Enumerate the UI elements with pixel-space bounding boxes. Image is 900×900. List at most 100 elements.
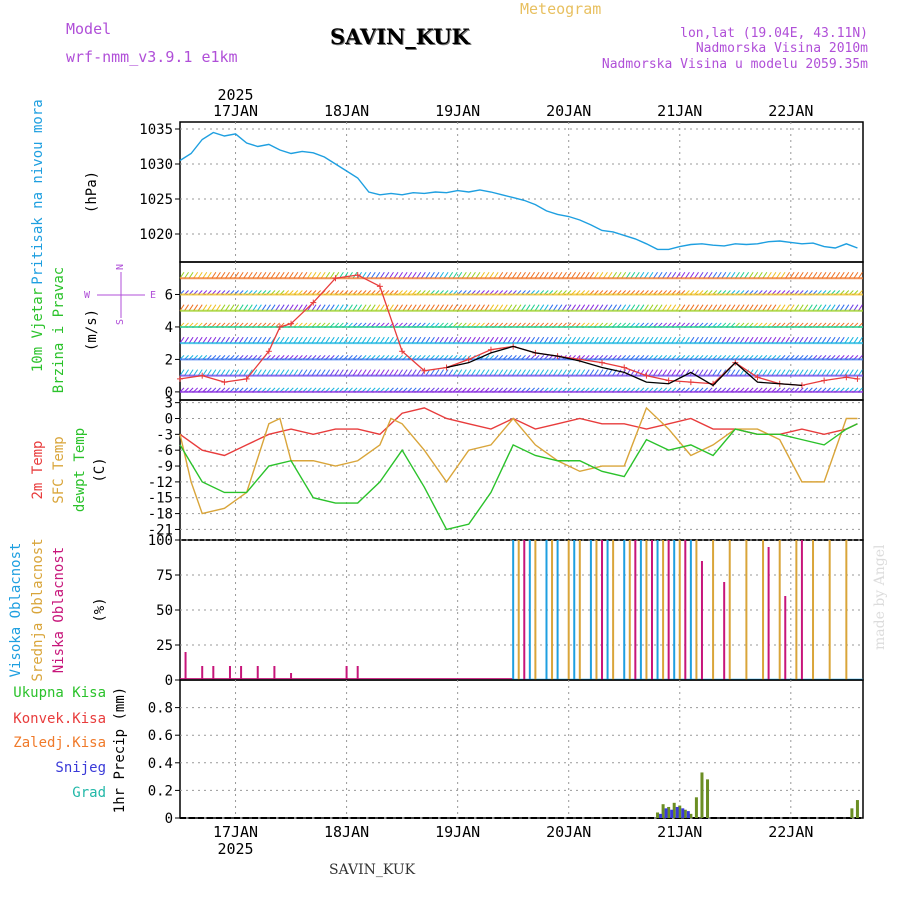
y-tick-label: 25 [156,638,173,654]
y-tick-label: 0 [165,673,173,689]
y-tick-label: 0.8 [148,701,173,717]
y-tick-label: 2 [165,352,173,368]
compass-east: E [150,290,156,301]
precip-bar-ukupna-kisa [855,800,859,818]
y-tick-label: -3 [156,427,173,443]
precip-bar-ukupna-kisa [656,812,660,818]
precip-bar-snijeg [670,809,674,818]
y-tick-label: -15 [148,491,173,507]
footer-station: SAVIN_KUK [329,862,416,878]
wind-y-label: Brzina i Pravac [51,267,67,393]
y-tick-label: 0.2 [148,783,173,799]
pressure-unit-label: (hPa) [84,171,100,213]
bottom-day-label: 21JAN [657,823,702,841]
temp-y-label: (C) [92,457,108,482]
y-tick-label: -6 [156,443,173,459]
series-line-dewpt-temp [179,423,858,531]
precip-y-label: 1hr Precip (mm) [112,687,128,813]
precip-legend-item: Ukupna Kisa [13,685,106,701]
series-line-wind_speed [179,274,858,387]
cloud-y-label: Niska Oblacnost [51,547,67,673]
y-tick-label: 0 [165,811,173,827]
precip-bar-snijeg [686,811,690,818]
bottom-year-label: 2025 [217,840,253,858]
bottom-day-label: 17JAN [213,823,258,841]
cloud-y-label: Srednja Oblacnost [30,538,46,681]
bottom-day-label: 22JAN [768,823,813,841]
wind-y-label: 10m Vjetar [30,288,46,372]
model-label: Model [66,20,112,38]
panel-clouds [175,539,864,681]
y-tick-label: -12 [148,475,173,491]
panel-wind [97,261,864,401]
precip-legend-item: Grad [72,785,106,801]
compass-west: W [84,290,91,301]
product-title: Meteogram [520,0,602,18]
bottom-day-label: 18JAN [324,823,369,841]
series-line-sfc-temp [179,406,858,515]
lonlat-label: lon,lat (19.04E, 43.11N) [680,26,868,41]
panel-frame [179,121,864,263]
cloud-y-label: Visoka Oblacnost [8,543,24,678]
series-line-pressure [179,131,858,251]
precip-bar-snijeg [681,808,685,818]
compass-south: S [115,319,126,325]
model-name: wrf-nmm_v3.9.1 e1km [66,48,238,66]
y-tick-label: 1030 [139,157,173,173]
temp-y-label: dewpt Temp [72,428,88,512]
temp-y-label: 2m Temp [30,440,46,499]
wind-unit-label: (m/s) [84,309,100,351]
precip-bar-ukupna-kisa [700,772,704,818]
panel-frame [179,261,864,401]
precip-bar-snijeg [664,808,668,818]
precip-bar-ukupna-kisa [667,806,671,818]
top-day-label: 18JAN [324,102,369,120]
top-day-label: 22JAN [768,102,813,120]
y-tick-label: 6 [165,287,173,303]
precip-bar-ukupna-kisa [661,804,665,818]
y-tick-label: 100 [148,533,173,549]
precip-bar-ukupna-kisa [694,797,698,818]
top-day-label: 17JAN [213,102,258,120]
bottom-day-label: 20JAN [546,823,591,841]
elevation-label: Nadmorska Visina 2010m [695,41,868,56]
compass-north: N [115,264,126,270]
series-line-gust [446,345,802,387]
y-tick-label: 3 [165,396,173,412]
precip-legend-item: Zaledj.Kisa [13,735,106,751]
temp-y-label: SFC Temp [51,436,67,503]
top-day-label: 19JAN [435,102,480,120]
station-title: SAVIN_KUK [330,24,470,49]
bottom-day-label: 19JAN [435,823,480,841]
precip-bar-ukupna-kisa [706,779,710,818]
y-tick-label: -9 [156,459,173,475]
top-year-label: 2025 [217,86,253,104]
y-tick-label: 0 [165,411,173,427]
precip-legend-item: Konvek.Kisa [13,711,106,727]
precip-bar-ukupna-kisa [678,805,682,818]
y-tick-label: 1025 [139,192,173,208]
y-tick-label: -21 [148,522,173,538]
cloud-y-label: (%) [92,597,108,622]
y-tick-label: 4 [165,320,173,336]
precip-legend-item: Snijeg [55,760,106,776]
y-tick-label: 1020 [139,227,173,243]
panel-pressure [175,121,864,263]
precip-bar-snijeg [675,806,679,818]
y-tick-label: 0 [165,385,173,401]
y-tick-label: 0.6 [148,728,173,744]
pressure-y-label: Pritisak na nivou mora [30,99,46,284]
precip-bar-ukupna-kisa [850,808,854,818]
panel-frame [179,399,864,541]
panel-precip [175,679,864,819]
panel-temperature [175,399,864,541]
series-line-2m-temp [179,407,858,457]
precip-bar-snijeg [659,813,663,818]
panel-frame [179,679,864,819]
model-elevation-label: Nadmorska Visina u modelu 2059.35m [601,57,868,72]
y-tick-label: 75 [156,568,173,584]
y-tick-label: 0.4 [148,756,173,772]
top-day-label: 21JAN [657,102,702,120]
